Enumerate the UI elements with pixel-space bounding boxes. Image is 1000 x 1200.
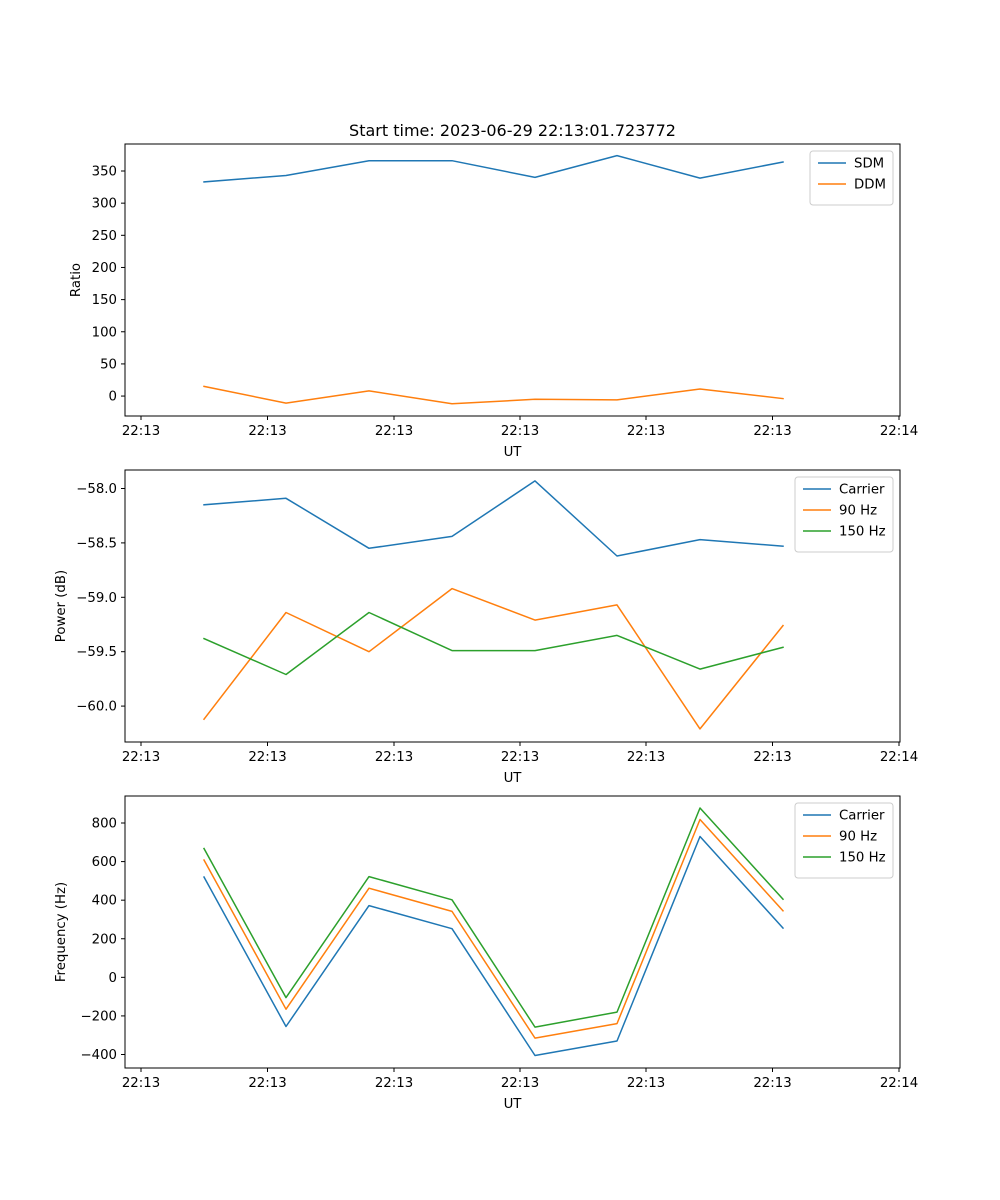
series-line-sdm xyxy=(203,154,784,183)
y-tick-label: 150 xyxy=(92,293,117,308)
y-tick-label: −58.5 xyxy=(76,536,117,551)
y-tick-label: 100 xyxy=(92,325,117,340)
y-tick-label: 800 xyxy=(92,817,117,832)
y-axis-label: Power (dB) xyxy=(54,570,69,642)
series-line-150-hz xyxy=(202,807,785,1028)
legend-label: 150 Hz xyxy=(839,851,886,866)
y-tick-label: 300 xyxy=(92,197,117,212)
legend-label: 90 Hz xyxy=(839,504,877,519)
legend: SDM DDM xyxy=(809,150,894,206)
y-tick-label: 200 xyxy=(92,932,117,947)
x-tick-label: 22:13 xyxy=(375,1076,413,1091)
axes-frame xyxy=(124,469,901,743)
legend-box xyxy=(794,476,894,553)
legend-label: DDM xyxy=(854,178,886,193)
x-tick-label: 22:13 xyxy=(627,424,665,439)
y-tick-label: 0 xyxy=(109,390,117,405)
x-tick-label: 22:13 xyxy=(627,750,665,765)
y-tick-label: 0 xyxy=(109,971,117,986)
y-tick-label: 600 xyxy=(92,855,117,870)
legend-box xyxy=(794,802,894,879)
y-tick-label: 250 xyxy=(92,229,117,244)
subplot-3: 22:13 22:13 22:13 22:13 22:13 22:13 22:14 −400 −… xyxy=(54,795,918,1112)
x-tick-label: 22:13 xyxy=(375,750,413,765)
legend-label: Carrier xyxy=(839,483,885,498)
series-line-90-hz xyxy=(202,818,785,1039)
subplot-1: 22:13 22:13 22:13 22:13 22:13 22:13 22:14 0 50 10… xyxy=(69,143,918,460)
x-tick-label: 22:13 xyxy=(627,1076,665,1091)
y-tick-label: 50 xyxy=(100,357,117,372)
x-tick-label: 22:13 xyxy=(122,424,160,439)
x-tick-label: 22:13 xyxy=(248,1076,286,1091)
y-tick-label: −60.0 xyxy=(76,700,117,715)
legend-label: 150 Hz xyxy=(839,525,886,540)
x-tick-label: 22:13 xyxy=(501,424,539,439)
x-tick-label: 22:14 xyxy=(880,750,918,765)
y-tick-label: −58.0 xyxy=(76,482,117,497)
legend-box xyxy=(809,150,894,206)
legend-label: SDM xyxy=(854,157,884,172)
series-line-carrier xyxy=(202,835,785,1057)
series-line-150-hz xyxy=(203,611,784,676)
series-line-carrier xyxy=(203,480,784,557)
y-tick-label: 400 xyxy=(92,894,117,909)
x-tick-label: 22:13 xyxy=(248,750,286,765)
x-tick-label: 22:13 xyxy=(501,750,539,765)
x-tick-label: 22:13 xyxy=(753,424,791,439)
x-tick-label: 22:13 xyxy=(122,1076,160,1091)
x-tick-label: 22:13 xyxy=(375,424,413,439)
y-tick-label: 200 xyxy=(92,261,117,276)
x-tick-label: 22:14 xyxy=(880,424,918,439)
legend-label: Carrier xyxy=(839,809,885,824)
y-axis-label: Frequency (Hz) xyxy=(54,882,69,982)
axes-frame xyxy=(124,143,901,417)
legend: Carrier 90 Hz 150 Hz xyxy=(794,476,894,553)
y-tick-label: −59.5 xyxy=(76,645,117,660)
subplots: 22:13 22:13 22:13 22:13 22:13 22:13 22:14 0 50 10… xyxy=(54,143,918,1112)
axes-frame xyxy=(124,795,901,1069)
x-tick-label: 22:13 xyxy=(753,1076,791,1091)
figure-title: Start time: 2023-06-29 22:13:01.723772 xyxy=(349,121,676,140)
y-tick-label: −400 xyxy=(80,1048,117,1063)
x-tick-label: 22:13 xyxy=(501,1076,539,1091)
y-axis-label: Ratio xyxy=(69,263,84,297)
legend: Carrier 90 Hz 150 Hz xyxy=(794,802,894,879)
y-tick-label: −59.0 xyxy=(76,591,117,606)
x-tick-label: 22:13 xyxy=(122,750,160,765)
x-axis-label: UT xyxy=(504,1097,523,1112)
x-axis-label: UT xyxy=(504,445,523,460)
x-tick-label: 22:13 xyxy=(248,424,286,439)
y-tick-label: 350 xyxy=(92,165,117,180)
series-line-90-hz xyxy=(202,587,785,730)
y-tick-label: −200 xyxy=(80,1009,117,1024)
x-tick-label: 22:14 xyxy=(880,1076,918,1091)
legend-label: 90 Hz xyxy=(839,830,877,845)
x-tick-label: 22:13 xyxy=(753,750,791,765)
series-line-ddm xyxy=(203,385,784,405)
x-axis-label: UT xyxy=(504,771,523,786)
subplot-2: 22:13 22:13 22:13 22:13 22:13 22:13 22:14 −60.0… xyxy=(54,469,918,786)
